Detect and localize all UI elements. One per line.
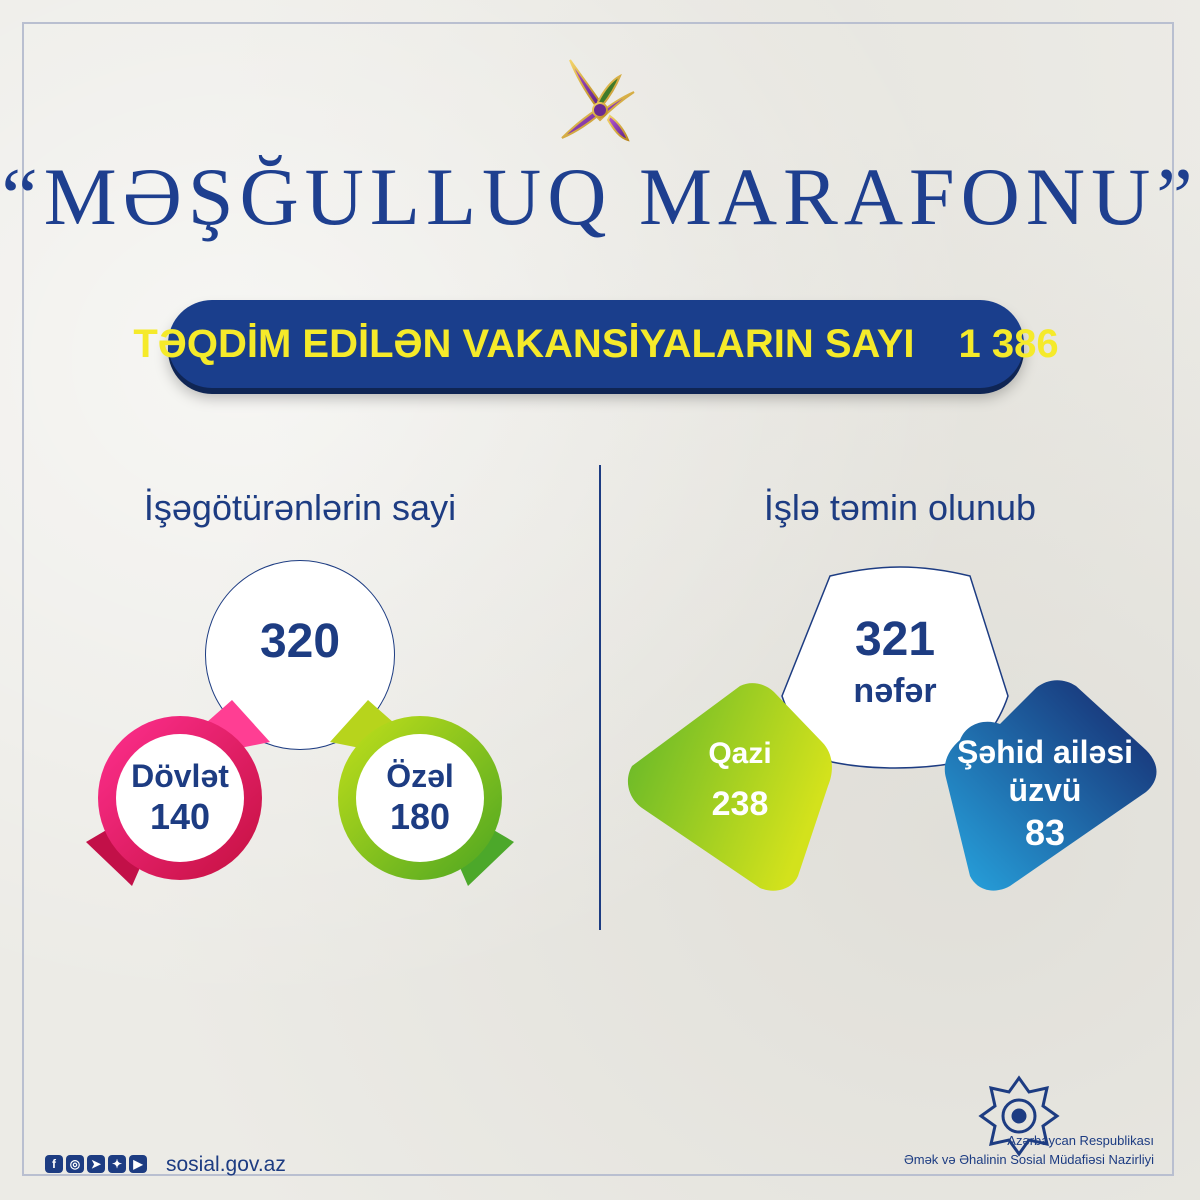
section-divider: [599, 465, 601, 930]
veterans-value: 238: [711, 785, 769, 823]
martyr-family-value: 83: [1024, 812, 1066, 853]
private-value: 180: [389, 796, 451, 837]
employed-total-unit: nəfər: [853, 672, 937, 710]
employers-heading: İşəgötürənlərin sayi: [143, 487, 457, 528]
instagram-icon[interactable]: ◎: [66, 1155, 84, 1173]
flower-logo-icon: [561, 59, 635, 142]
youtube-icon[interactable]: ▶: [129, 1155, 147, 1173]
telegram-icon[interactable]: ➤: [87, 1155, 105, 1173]
ministry-emblem-icon: [978, 1075, 1060, 1157]
veterans-shape: [627, 683, 832, 891]
vacancies-banner: TƏQDİM EDİLƏN VAKANSİYALARIN SAYI 1 386: [133, 300, 1059, 388]
ministry-line-2: Əmək və Əhalinin Sosial Müdafiəsi Nazirl…: [903, 1151, 1154, 1167]
employers-total-value: 320: [259, 615, 341, 668]
state-value: 140: [149, 796, 211, 837]
employed-heading: İşlə təmin olunub: [763, 487, 1037, 528]
martyr-family-label-1: Şəhid ailəsi: [956, 734, 1134, 770]
page-frame: [22, 22, 1174, 1176]
state-label: Dövlət: [131, 758, 229, 794]
page-title: “MƏŞĞULLUQ MARAFONU”: [1, 151, 1199, 242]
state-ring: [86, 700, 270, 886]
employed-total-value: 321: [854, 613, 936, 666]
veterans-label: Qazi: [708, 737, 772, 770]
twitter-icon[interactable]: ✦: [108, 1155, 126, 1173]
website-link[interactable]: sosial.gov.az: [166, 1153, 286, 1176]
vacancies-value: 1 386: [958, 321, 1059, 366]
private-label: Özəl: [386, 758, 454, 794]
ministry-line-1: Azərbaycan Respublikası: [1007, 1133, 1154, 1148]
social-icons: f ◎ ➤ ✦ ▶: [45, 1155, 147, 1173]
martyr-family-label-2: üzvü: [1008, 772, 1082, 808]
private-ring: [330, 700, 514, 886]
martyr-family-shape: [944, 680, 1157, 891]
facebook-icon[interactable]: f: [45, 1155, 63, 1173]
ministry-name: Azərbaycan Respublikası Əmək və Əhalinin…: [904, 1132, 1154, 1170]
vacancies-label: TƏQDİM EDİLƏN VAKANSİYALARIN SAYI: [133, 321, 915, 366]
